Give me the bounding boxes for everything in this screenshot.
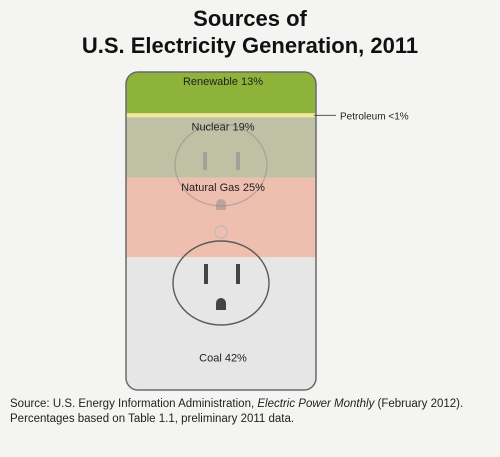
upper-receptacle-ground xyxy=(216,199,226,210)
segment-petroleum xyxy=(126,113,316,118)
center-screw xyxy=(214,225,228,239)
lower-receptacle-outline xyxy=(172,240,270,326)
segment-label-petroleum: Petroleum <1% xyxy=(340,111,409,122)
source-suffix: (February 2012). Percentages based on Ta… xyxy=(10,398,464,425)
source-prefix: Source: U.S. Energy Information Administ… xyxy=(10,398,258,410)
source-publication: Electric Power Monthly xyxy=(257,398,375,410)
upper-receptacle-slot-left xyxy=(203,152,207,170)
source-note: Source: U.S. Energy Information Administ… xyxy=(10,397,470,427)
upper-receptacle-slot-right xyxy=(236,152,240,170)
segment-natural-gas xyxy=(126,177,316,258)
segment-labels: Renewable 13% Petroleum <1% Nuclear 19% Nat… xyxy=(181,76,409,364)
outlet-chart: Renewable 13% Petroleum <1% Nuclear 19% Nat… xyxy=(125,71,409,391)
segment-nuclear xyxy=(126,117,316,178)
outlet-drawing xyxy=(172,123,270,326)
segment-label-coal: Coal 42% xyxy=(199,352,247,364)
lower-receptacle-slot-right xyxy=(236,264,240,284)
segment-coal xyxy=(126,257,316,390)
segment-label-nuclear: Nuclear 19% xyxy=(192,121,255,133)
chart-title-line1: Sources of xyxy=(193,6,307,31)
segment-renewable xyxy=(126,72,316,114)
lower-receptacle-slot-left xyxy=(204,264,208,284)
segment-label-natural-gas: Natural Gas 25% xyxy=(181,182,265,194)
chart-segments xyxy=(126,72,316,390)
segment-label-renewable: Renewable 13% xyxy=(183,76,263,88)
chart-title-line2: U.S. Electricity Generation, 2011 xyxy=(81,33,419,58)
lower-receptacle-ground xyxy=(216,298,226,310)
outlet-plate-border xyxy=(125,71,317,391)
